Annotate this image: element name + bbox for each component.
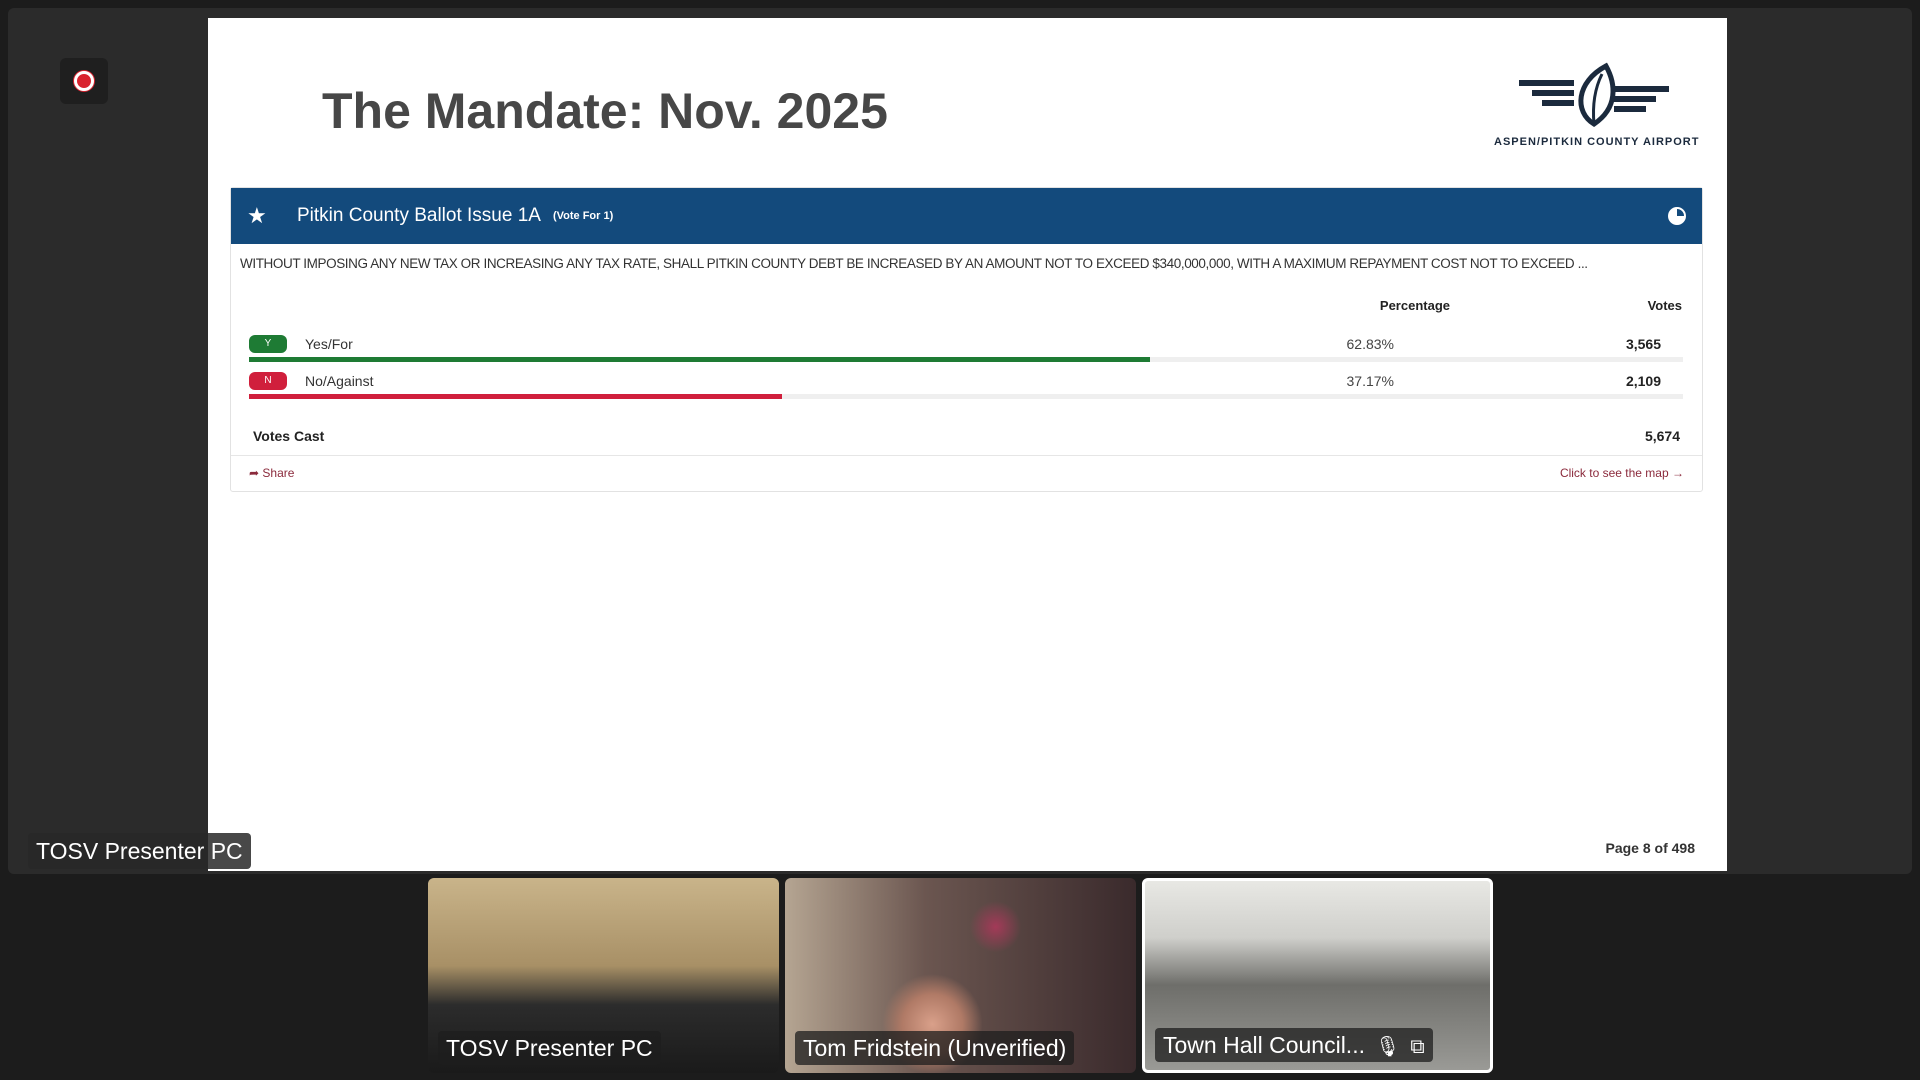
result-bar-track [249, 357, 1683, 362]
participant-name: TOSV Presenter PC [438, 1031, 661, 1065]
votes-header: Votes [1647, 298, 1682, 313]
star-icon[interactable]: ★ [247, 203, 267, 228]
slide-title: The Mandate: Nov. 2025 [322, 83, 888, 139]
wings-leaf-icon [1519, 62, 1669, 127]
map-label: Click to see the map [1559, 466, 1669, 480]
page-indicator: Page 8 of 498 [1605, 840, 1696, 856]
result-row-yes: Y Yes/For 62.83% 3,565 [249, 335, 1683, 371]
votes-cast-label: Votes Cast [253, 428, 325, 444]
participant-name: Town Hall Council... [1163, 1032, 1365, 1058]
video-tile-town-hall[interactable]: Town Hall Council... 🎙 ⧉ [1142, 878, 1493, 1073]
percentage-header: Percentage [1379, 298, 1450, 313]
votes-value: 3,565 [1625, 336, 1661, 352]
result-bar-fill [249, 394, 783, 399]
airport-logo: ASPEN/PITKIN COUNTY AIRPORT [1494, 62, 1700, 148]
ballot-description: WITHOUT IMPOSING ANY NEW TAX OR INCREASI… [240, 256, 1588, 271]
ballot-title: Pitkin County Ballot Issue 1A [297, 205, 541, 226]
choice-label: No/Against [305, 373, 374, 389]
see-map-link[interactable]: Click to see the map → [1560, 466, 1684, 480]
share-link[interactable]: ➦ Share [249, 466, 294, 480]
share-label: Share [262, 466, 295, 480]
presentation-slide: The Mandate: Nov. 2025 ASPEN/PITKIN COUN… [208, 18, 1727, 871]
presenter-name-label: TOSV Presenter PC [28, 833, 251, 869]
card-footer: ➦ Share Click to see the map → [231, 455, 1702, 493]
arrow-right-icon: → [1668, 466, 1684, 480]
percentage-value: 62.83% [1346, 336, 1394, 352]
vote-for-label: (Vote For 1) [552, 210, 614, 222]
votes-cast-value: 5,674 [1644, 428, 1680, 444]
logo-text: ASPEN/PITKIN COUNTY AIRPORT [1494, 136, 1700, 148]
pie-chart-icon[interactable] [1668, 207, 1686, 225]
card-header: ★ Pitkin County Ballot Issue 1A (Vote Fo… [231, 188, 1702, 244]
result-bar-track [249, 394, 1683, 399]
choice-label: Yes/For [305, 336, 353, 352]
ballot-result-card: ★ Pitkin County Ballot Issue 1A (Vote Fo… [230, 187, 1703, 492]
screen-share-icon[interactable]: ⧉ [1410, 1036, 1425, 1058]
video-tile-presenter[interactable]: TOSV Presenter PC [428, 878, 779, 1073]
yes-badge: Y [249, 335, 287, 353]
record-icon [74, 71, 94, 91]
shared-screen-area: The Mandate: Nov. 2025 ASPEN/PITKIN COUN… [8, 8, 1912, 874]
percentage-value: 37.17% [1346, 373, 1394, 389]
microphone-icon: 🎙 [1374, 1036, 1401, 1058]
share-icon: ➦ [249, 466, 263, 480]
result-bar-fill [249, 357, 1150, 362]
video-tile-tom-fridstein[interactable]: Tom Fridstein (Unverified) [785, 878, 1136, 1073]
recording-indicator[interactable] [60, 58, 108, 104]
result-row-no: N No/Against 37.17% 2,109 [249, 372, 1683, 408]
votes-value: 2,109 [1625, 373, 1661, 389]
no-badge: N [249, 372, 287, 390]
participant-name: Tom Fridstein (Unverified) [795, 1031, 1075, 1065]
participant-label: Town Hall Council... 🎙 ⧉ [1155, 1028, 1433, 1062]
